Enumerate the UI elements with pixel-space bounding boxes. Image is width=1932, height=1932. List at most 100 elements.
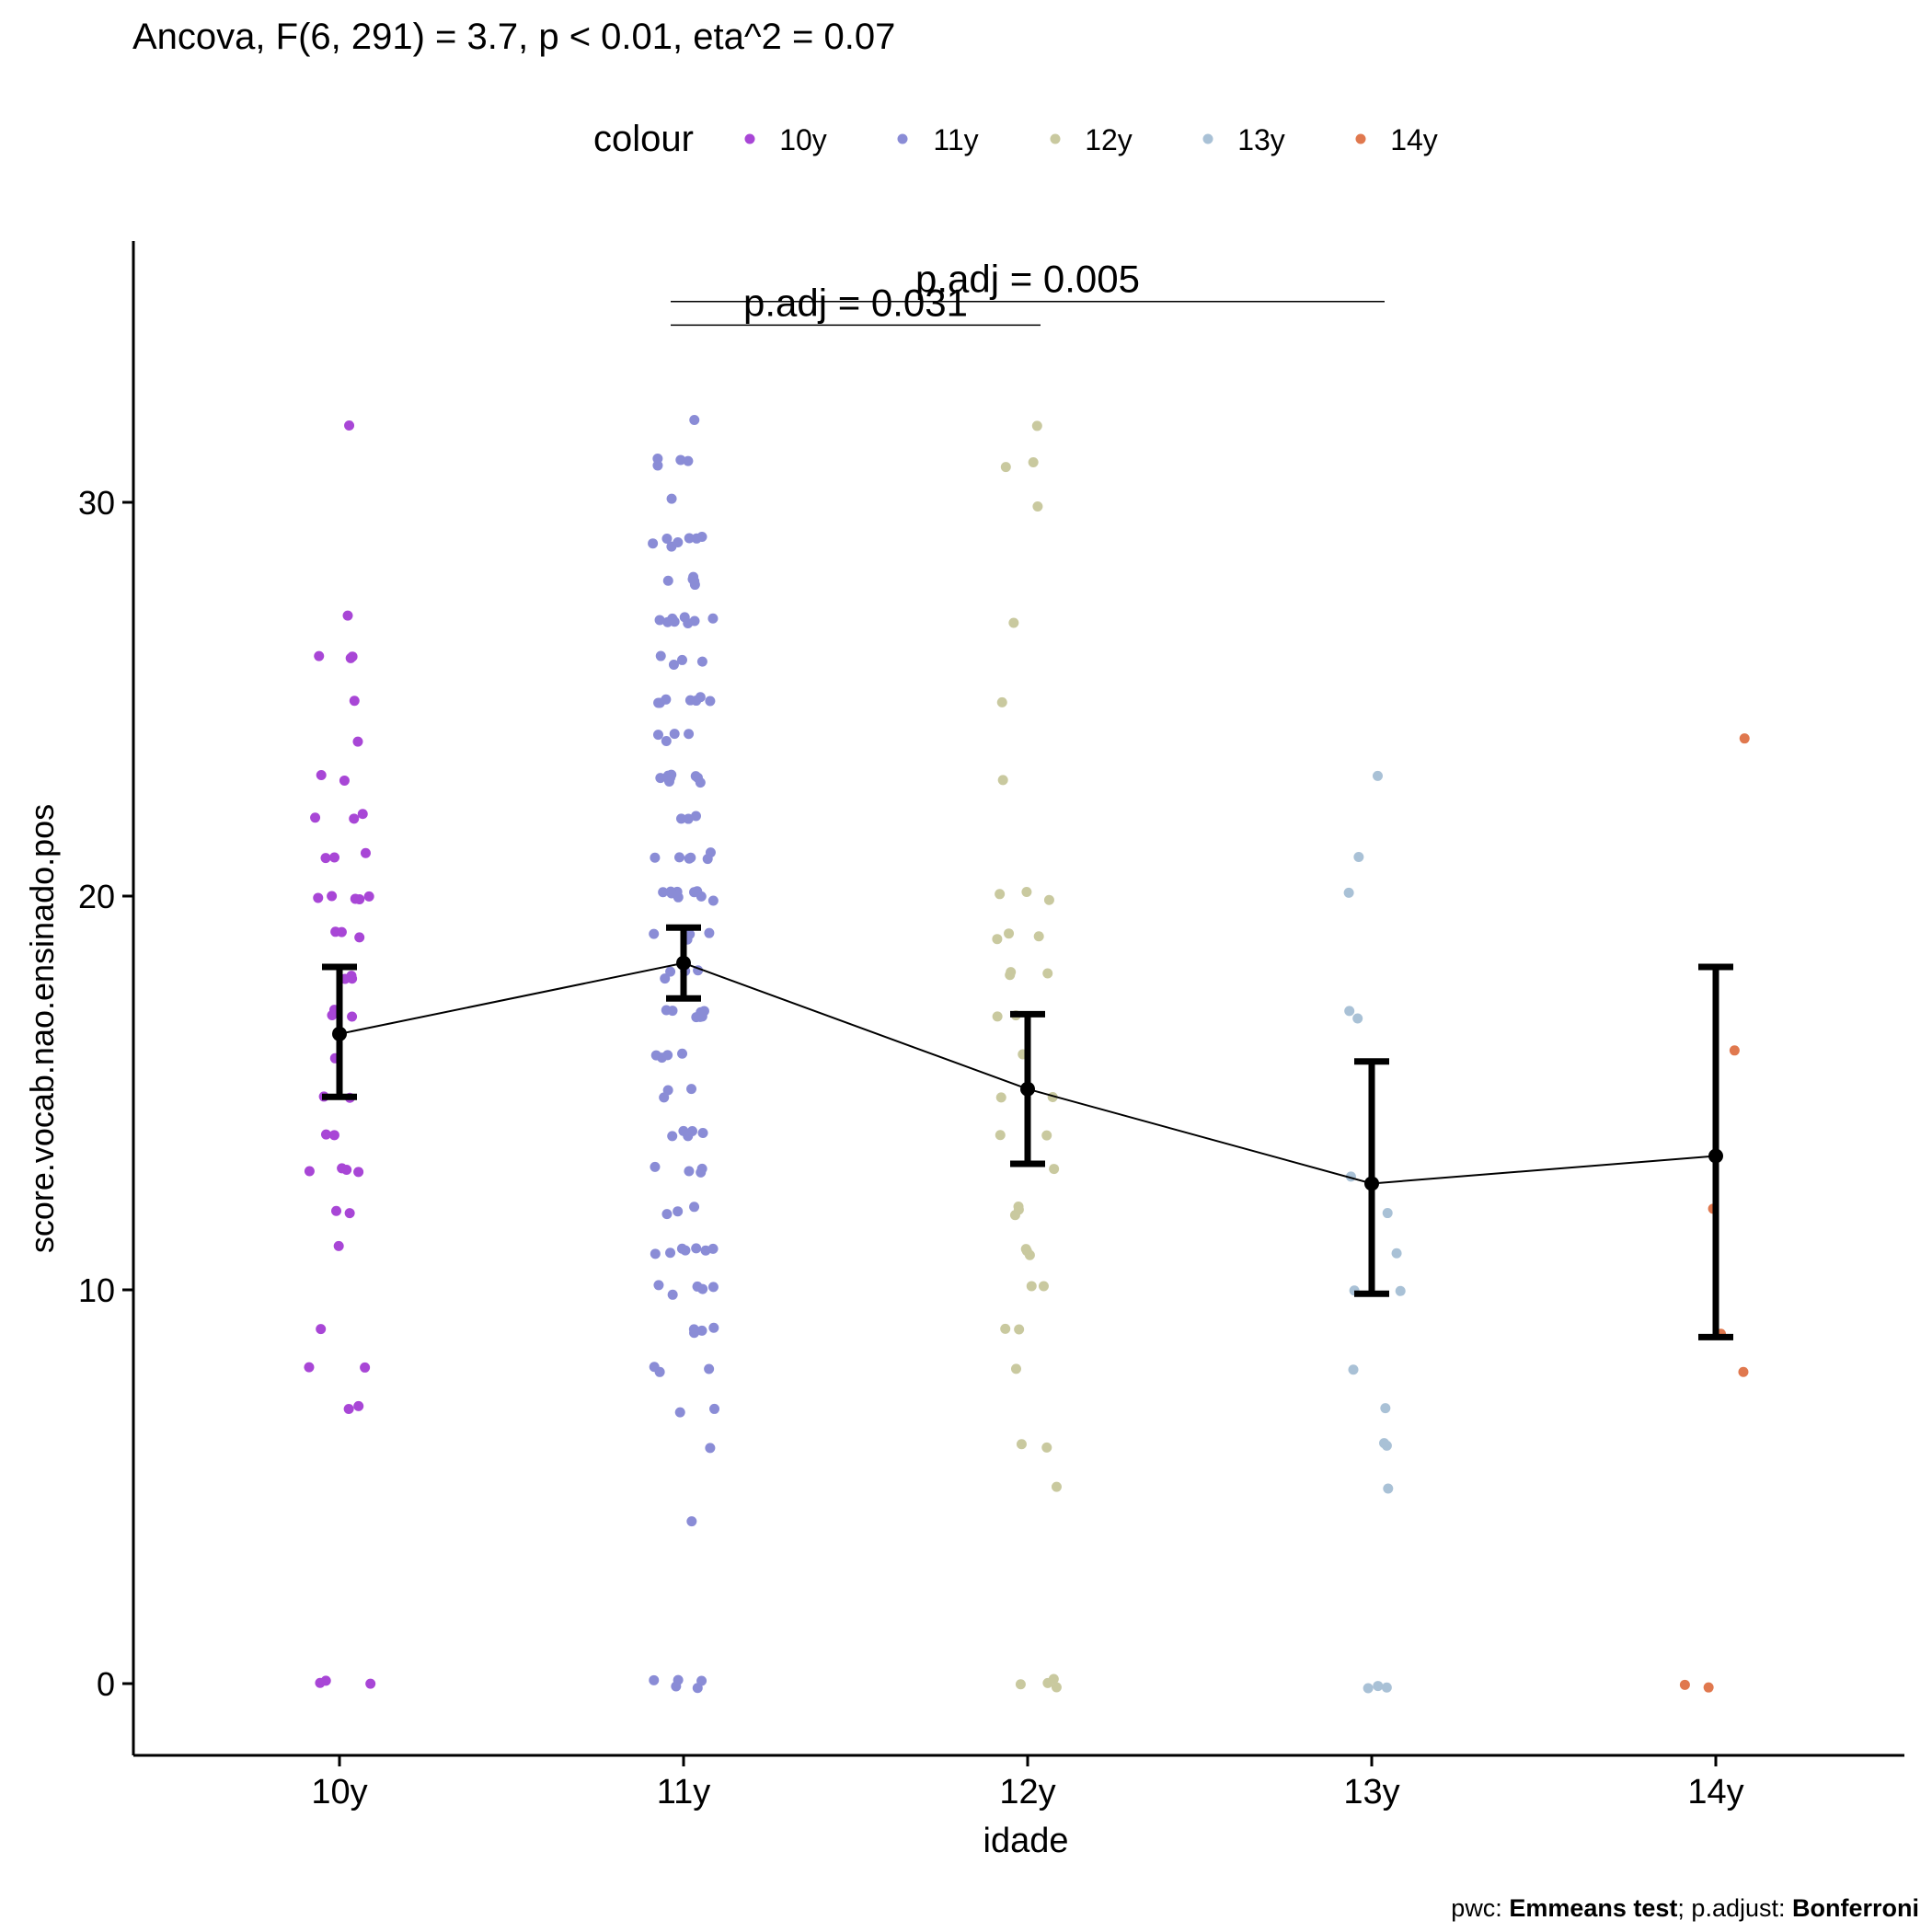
data-point-12y — [1021, 887, 1032, 898]
legend-label: 10y — [779, 123, 827, 156]
data-point-12y — [1000, 462, 1011, 473]
data-point-12y — [1043, 894, 1054, 905]
data-point-10y — [304, 1362, 315, 1373]
data-point-14y — [1738, 1366, 1749, 1377]
data-point-11y — [686, 1516, 697, 1527]
data-point-11y — [662, 1085, 673, 1096]
mean-point — [1708, 1148, 1723, 1164]
data-point-11y — [689, 887, 700, 898]
y-tick-label: 0 — [97, 1665, 115, 1703]
data-point-12y — [1015, 1679, 1026, 1690]
data-point-11y — [658, 887, 669, 898]
data-point-11y — [704, 1363, 715, 1374]
data-point-11y — [650, 1161, 661, 1172]
data-point-11y — [691, 1243, 702, 1254]
data-point-11y — [649, 928, 660, 939]
data-point-10y — [343, 1403, 354, 1414]
data-point-11y — [696, 1163, 707, 1174]
data-point-12y — [1051, 1481, 1062, 1492]
data-point-10y — [329, 852, 340, 863]
data-point-11y — [660, 973, 671, 984]
data-point-10y — [363, 891, 374, 902]
data-point-11y — [655, 773, 666, 784]
data-point-11y — [650, 1248, 661, 1259]
data-point-11y — [691, 696, 702, 707]
data-point-14y — [1739, 733, 1750, 744]
data-point-12y — [1049, 1164, 1060, 1175]
x-tick-label: 12y — [999, 1773, 1055, 1811]
data-point-12y — [1008, 617, 1019, 628]
significance-label: p.adj = 0.005 — [915, 258, 1140, 301]
data-point-12y — [1010, 1363, 1021, 1374]
data-point-10y — [349, 696, 360, 707]
data-point-10y — [360, 1362, 371, 1373]
legend-key-10y — [744, 133, 755, 144]
data-point-11y — [652, 460, 663, 471]
data-point-11y — [668, 659, 679, 670]
data-point-11y — [704, 927, 715, 938]
data-point-12y — [1032, 501, 1043, 512]
data-point-11y — [695, 777, 706, 788]
data-point-10y — [344, 1208, 355, 1219]
legend-label: 11y — [933, 123, 978, 156]
data-point-10y — [342, 610, 353, 621]
data-point-11y — [705, 696, 716, 707]
data-point-12y — [1033, 931, 1044, 942]
data-point-10y — [347, 1011, 358, 1022]
data-point-12y — [995, 889, 1006, 900]
data-point-12y — [1031, 420, 1042, 431]
data-point-13y — [1391, 1248, 1402, 1259]
data-point-11y — [683, 813, 694, 824]
data-point-13y — [1372, 770, 1383, 781]
data-point-10y — [315, 1677, 326, 1688]
data-point-10y — [304, 1166, 315, 1177]
chart-title: Ancova, F(6, 291) = 3.7, p < 0.01, eta^2… — [132, 17, 895, 57]
data-point-11y — [662, 575, 673, 586]
y-tick-label: 20 — [78, 878, 115, 915]
data-point-11y — [708, 1322, 719, 1333]
data-point-11y — [689, 615, 700, 627]
data-point-10y — [360, 847, 371, 858]
data-point-11y — [684, 1166, 695, 1177]
data-point-12y — [1004, 928, 1015, 939]
legend-key-14y — [1355, 133, 1366, 144]
x-tick-label: 13y — [1343, 1773, 1399, 1811]
data-point-10y — [353, 1167, 364, 1178]
legend-key-11y — [897, 133, 908, 144]
data-point-11y — [689, 415, 700, 426]
data-point-11y — [679, 612, 690, 623]
data-point-11y — [674, 852, 685, 863]
data-point-10y — [346, 971, 357, 982]
data-point-11y — [692, 1281, 703, 1292]
data-point-11y — [661, 534, 673, 545]
mean-point — [332, 1026, 347, 1041]
data-point-13y — [1352, 1013, 1363, 1024]
legend-label: 14y — [1390, 123, 1438, 156]
data-point-11y — [686, 1125, 697, 1136]
data-point-12y — [1042, 968, 1053, 979]
data-point-11y — [661, 735, 672, 746]
data-point-12y — [1013, 1204, 1024, 1215]
data-point-11y — [665, 966, 676, 977]
data-point-11y — [650, 1050, 661, 1061]
plot-area: 0 10 20 30 10y 11y 12y 13y 14y p.adj = 0.031p.adj… — [78, 241, 1904, 1811]
data-point-10y — [316, 1324, 327, 1335]
data-point-13y — [1348, 1364, 1359, 1375]
data-point-10y — [353, 1400, 364, 1411]
data-point-11y — [709, 1403, 720, 1414]
caption-sep: ; p.adjust: — [1677, 1894, 1792, 1922]
y-tick-label: 30 — [78, 484, 115, 522]
data-point-12y — [996, 696, 1007, 707]
data-point-11y — [673, 1674, 684, 1685]
data-point-11y — [667, 1289, 678, 1300]
legend-label: 13y — [1237, 123, 1285, 156]
data-point-11y — [700, 1245, 711, 1256]
data-point-10y — [327, 891, 338, 902]
data-point-11y — [652, 730, 663, 741]
data-point-11y — [650, 852, 661, 863]
data-point-12y — [1048, 1673, 1059, 1685]
data-point-13y — [1383, 1483, 1394, 1494]
data-point-12y — [995, 1092, 1006, 1103]
data-point-11y — [666, 888, 677, 899]
data-point-12y — [997, 775, 1008, 786]
